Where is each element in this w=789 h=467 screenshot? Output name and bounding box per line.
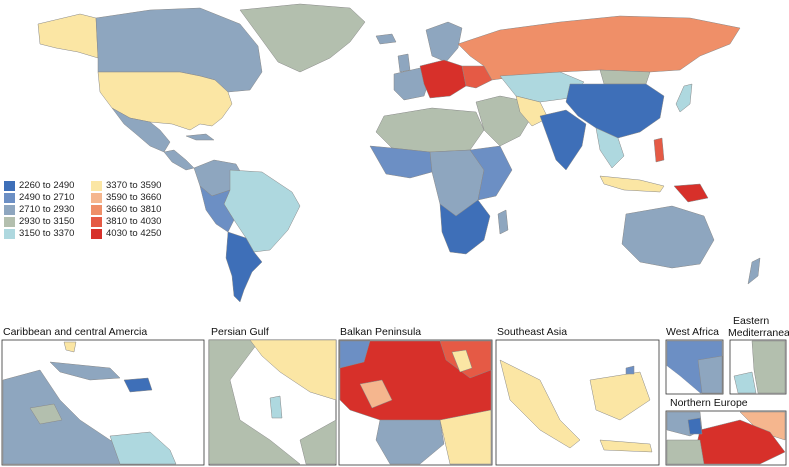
legend-label: 3370 to 3590 bbox=[106, 180, 162, 191]
inset-caribbean bbox=[1, 339, 205, 466]
inset-west-africa bbox=[665, 339, 724, 395]
legend-item: 3590 to 3660 bbox=[91, 192, 161, 204]
legend-label: 2930 to 3150 bbox=[19, 216, 75, 227]
inset-eastern-med bbox=[729, 339, 787, 395]
legend-item: 3660 to 3810 bbox=[91, 204, 161, 216]
legend-label: 3810 to 4030 bbox=[106, 216, 162, 227]
region-iran bbox=[515, 95, 549, 127]
legend-item: 3370 to 3590 bbox=[91, 180, 161, 192]
region-iceland bbox=[375, 33, 397, 45]
inset-title-balkan: Balkan Peninsula bbox=[340, 326, 422, 338]
inset-title-northern-europe: Northern Europe bbox=[670, 397, 748, 409]
legend-item: 2930 to 3150 bbox=[4, 216, 74, 228]
region-philippines bbox=[653, 137, 665, 163]
legend-item: 3810 to 4030 bbox=[91, 216, 161, 228]
region-alaska bbox=[37, 13, 99, 59]
legend-item: 2260 to 2490 bbox=[4, 180, 74, 192]
inset-northern-europe bbox=[665, 410, 787, 466]
legend-swatch bbox=[4, 181, 15, 191]
legend-item: 4030 to 4250 bbox=[91, 228, 161, 240]
legend-swatch bbox=[91, 229, 102, 239]
region-new-zealand bbox=[747, 257, 761, 285]
legend-swatch bbox=[91, 205, 102, 215]
region-australia bbox=[621, 205, 715, 269]
legend-swatch bbox=[4, 193, 15, 203]
legend-column-1: 2260 to 2490 2490 to 2710 2710 to 2930 2… bbox=[4, 180, 74, 240]
inset-title-southeast-asia: Southeast Asia bbox=[497, 326, 568, 338]
legend-column-2: 3370 to 3590 3590 to 3660 3660 to 3810 3… bbox=[91, 180, 161, 240]
region-argentina bbox=[225, 231, 263, 303]
legend-label: 2710 to 2930 bbox=[19, 204, 75, 215]
region-usa bbox=[97, 71, 233, 131]
legend-label: 3660 to 3810 bbox=[106, 204, 162, 215]
world-map bbox=[37, 3, 761, 303]
region-india bbox=[539, 109, 587, 171]
region-eastern-europe bbox=[419, 59, 467, 99]
inset-balkan bbox=[338, 339, 493, 466]
legend-item: 2710 to 2930 bbox=[4, 204, 74, 216]
legend-item: 2490 to 2710 bbox=[4, 192, 74, 204]
inset-title-caribbean: Caribbean and central Amercia bbox=[3, 326, 148, 338]
region-north-africa bbox=[375, 107, 485, 153]
region-japan bbox=[675, 83, 693, 113]
inset-title-west-africa: West Africa bbox=[666, 326, 719, 338]
inset-southeast-asia bbox=[495, 339, 660, 466]
region-cuba bbox=[185, 133, 215, 141]
legend-swatch bbox=[91, 217, 102, 227]
region-central-america bbox=[163, 149, 195, 171]
region-western-europe bbox=[393, 67, 431, 101]
inset-persian-gulf bbox=[208, 339, 337, 466]
region-southern-africa bbox=[439, 199, 491, 255]
region-china bbox=[565, 83, 665, 139]
region-uk bbox=[397, 53, 411, 73]
legend-label: 2490 to 2710 bbox=[19, 192, 75, 203]
legend-label: 3150 to 3370 bbox=[19, 228, 75, 239]
legend-item: 3150 to 3370 bbox=[4, 228, 74, 240]
inset-title-eastern-med-line1: Eastern bbox=[733, 315, 770, 327]
region-se-asia bbox=[595, 127, 625, 169]
region-mongolia bbox=[599, 69, 651, 85]
region-ukraine bbox=[461, 65, 493, 89]
region-peru-bolivia bbox=[199, 185, 235, 233]
legend-swatch bbox=[4, 217, 15, 227]
region-madagascar bbox=[497, 209, 509, 235]
legend-swatch bbox=[91, 181, 102, 191]
legend-swatch bbox=[91, 193, 102, 203]
region-middle-east bbox=[475, 95, 533, 147]
region-png bbox=[673, 183, 709, 203]
legend-swatch bbox=[4, 205, 15, 215]
region-mexico bbox=[111, 107, 171, 153]
region-russia bbox=[457, 15, 741, 81]
legend-label: 4030 to 4250 bbox=[106, 228, 162, 239]
legend-swatch bbox=[4, 229, 15, 239]
legend-label: 3590 to 3660 bbox=[106, 192, 162, 203]
region-east-africa bbox=[469, 145, 513, 201]
region-indonesia bbox=[599, 175, 665, 193]
legend-label: 2260 to 2490 bbox=[19, 180, 75, 191]
region-greenland bbox=[239, 3, 366, 73]
inset-title-persian-gulf: Persian Gulf bbox=[211, 326, 269, 338]
region-scandinavia bbox=[425, 21, 463, 63]
inset-title-eastern-med-line2: Mediterranean bbox=[728, 327, 789, 339]
